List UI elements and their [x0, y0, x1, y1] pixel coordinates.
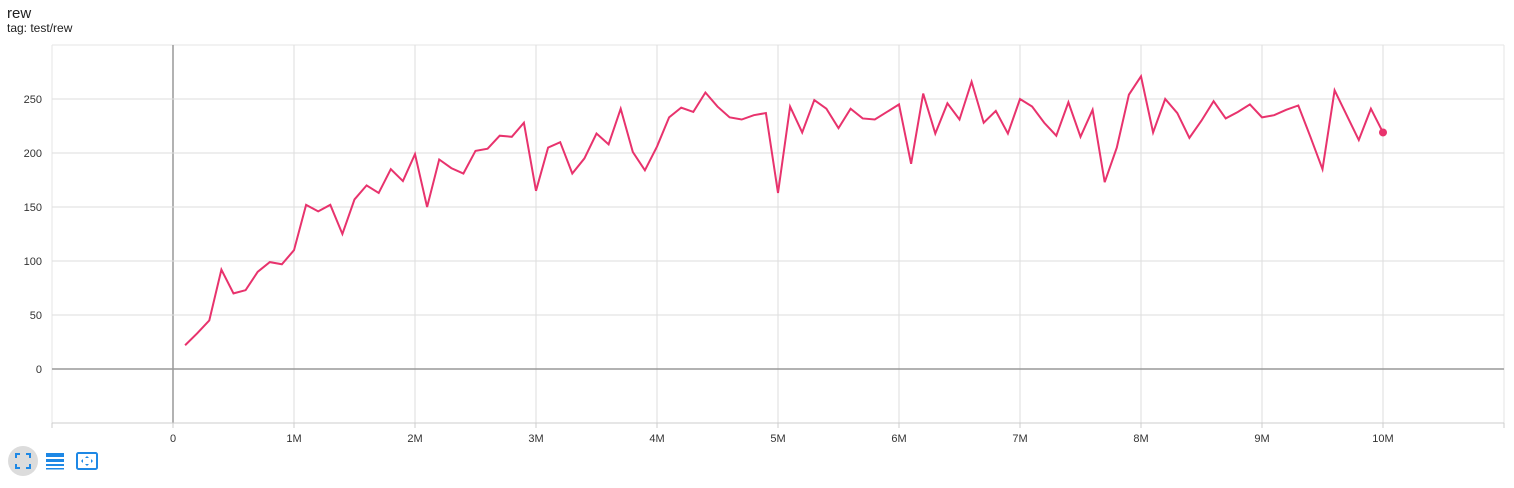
x-tick-label: 6M [891, 433, 906, 445]
data-point [1379, 128, 1387, 137]
line-chart: 0 1M 2M 3M 4M 5M 6M 7M 8M 9M 10M 0 50 100 150 200 250 [24, 44, 1505, 445]
y-tick-label: 50 [30, 310, 42, 322]
series-line [184, 73, 1384, 346]
x-tick-label: 2M [407, 433, 422, 445]
y-tick-label: 100 [24, 256, 42, 268]
x-tick-label: 7M [1012, 433, 1027, 445]
chart-title: rew [7, 5, 32, 22]
y-tick-label: 150 [24, 202, 42, 214]
x-tick-label: 1M [286, 433, 301, 445]
x-tick-label: 8M [1133, 433, 1148, 445]
fullscreen-button[interactable] [8, 446, 38, 476]
fit-domain-icon [76, 452, 98, 470]
list-icon [46, 453, 64, 470]
toggle-log-scale-button[interactable] [40, 446, 70, 476]
x-tick-label: 9M [1254, 433, 1269, 445]
x-tick-label: 5M [770, 433, 785, 445]
x-tick-label: 0 [170, 433, 176, 445]
y-tick-label: 0 [36, 364, 42, 376]
x-tick-label: 3M [528, 433, 543, 445]
x-tick-label: 4M [649, 433, 664, 445]
fullscreen-icon [15, 453, 31, 469]
y-tick-label: 250 [24, 94, 42, 106]
y-tick-label: 200 [24, 148, 42, 160]
fit-domain-button[interactable] [72, 446, 102, 476]
chart-tag: tag: test/rew [7, 21, 73, 35]
x-tick-label: 10M [1372, 433, 1393, 445]
